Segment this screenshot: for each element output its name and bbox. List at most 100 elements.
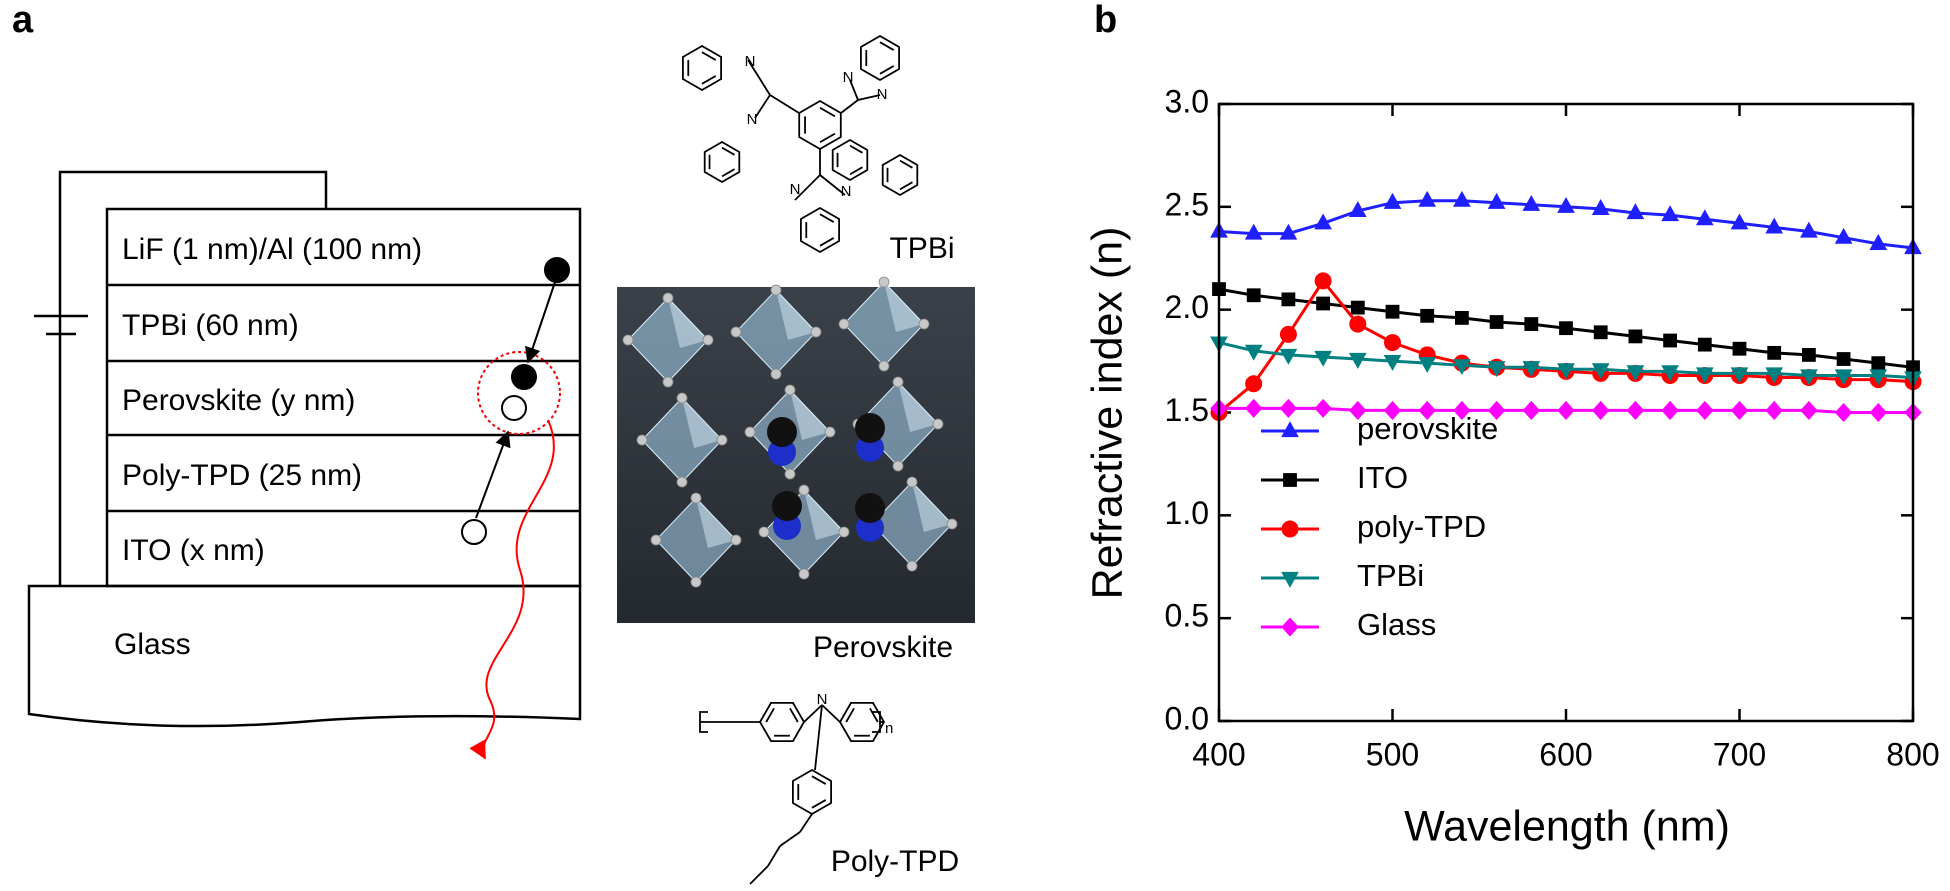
bond [840, 99, 859, 114]
data-point [1557, 363, 1575, 380]
bond [819, 174, 846, 196]
atom-label: N [843, 69, 854, 86]
legend-marker [1281, 421, 1299, 438]
data-point [1800, 369, 1818, 386]
halide-atom [824, 426, 836, 438]
data-point [1281, 292, 1296, 307]
hole [501, 395, 527, 421]
data-point [1767, 345, 1782, 360]
data-point [1453, 400, 1471, 420]
data-point [1244, 344, 1263, 361]
data-point [1418, 400, 1436, 420]
data-point [1663, 333, 1677, 348]
x-tick-label: 800 [1886, 736, 1939, 772]
double-bond [819, 132, 836, 144]
halide-atom [770, 368, 782, 380]
data-point [1279, 398, 1298, 418]
data-point [1869, 369, 1888, 386]
halide-atom [744, 426, 756, 438]
double-bond [721, 146, 735, 156]
y-axis-label: Refractive index (n) [1083, 227, 1131, 600]
bond [849, 79, 859, 101]
octahedron-face [912, 482, 952, 532]
data-point [1765, 367, 1784, 384]
data-point [1559, 321, 1573, 336]
data-point [1348, 201, 1367, 218]
data-point [1695, 367, 1714, 384]
halide-atom [702, 334, 714, 346]
molecule-drawings: N N N N N N N [682, 34, 919, 885]
data-point [1349, 400, 1367, 420]
legend-label: Glass [1357, 607, 1436, 642]
data-point [1522, 194, 1541, 211]
data-point [1420, 308, 1435, 323]
double-bond [811, 775, 827, 785]
legend-label: ITO [1357, 460, 1408, 495]
layer-label: Poly-TPD (25 nm) [122, 459, 362, 492]
data-point [1279, 348, 1298, 365]
data-point [1592, 400, 1610, 420]
data-point [1246, 288, 1261, 303]
layer-label: TPBi (60 nm) [122, 309, 299, 342]
y-tick-label: 2.5 [1165, 186, 1209, 222]
circuit-wire [58, 170, 328, 587]
data-point [1349, 315, 1367, 333]
double-bond [765, 707, 775, 723]
y-tick-label: 0.5 [1165, 598, 1209, 634]
double-bond [879, 65, 895, 75]
data-point [1522, 361, 1541, 378]
halide-atom [784, 384, 796, 396]
data-point [1626, 203, 1645, 220]
halide-atom [730, 534, 742, 546]
carbon-atom [855, 413, 885, 443]
electron [511, 364, 537, 390]
repeat-subscript: n [885, 720, 893, 737]
data-point [1834, 402, 1853, 423]
atom-label: N [877, 86, 888, 103]
atom-label: N [745, 53, 756, 70]
data-point [1765, 400, 1783, 420]
hole [461, 519, 487, 545]
octahedron-face [776, 290, 816, 340]
data-point [1245, 398, 1263, 418]
halide-atom [716, 434, 728, 446]
bond [754, 94, 771, 119]
halide-atom [690, 576, 702, 588]
octahedron-face [884, 282, 924, 332]
bond [814, 704, 823, 771]
octahedron-face [898, 382, 938, 432]
legend-marker [1281, 571, 1299, 588]
bond [769, 94, 800, 114]
electron-path [525, 281, 556, 364]
halide-atom [730, 326, 742, 338]
data-point [1834, 227, 1853, 244]
glass-substrate [27, 584, 582, 728]
halide-atom [892, 376, 904, 388]
data-point [1695, 209, 1714, 226]
device-stack [27, 170, 582, 728]
halide-atom [662, 376, 674, 388]
halide-atom [650, 534, 662, 546]
ring [831, 138, 869, 182]
bond [799, 813, 813, 833]
molecule-label: TPBi [889, 232, 954, 265]
octahedron-face [668, 298, 708, 348]
layer-label: LiF (1 nm)/Al (100 nm) [122, 233, 422, 266]
bond [803, 704, 823, 723]
carbon-atom [855, 493, 885, 523]
legend-marker [1283, 473, 1297, 487]
double-bond [879, 41, 895, 51]
halide-atom [636, 434, 648, 446]
bracket [872, 711, 881, 733]
charge-carriers [461, 257, 570, 760]
data-point [1350, 300, 1365, 315]
halide-atom [676, 476, 688, 488]
data-point [1524, 317, 1539, 331]
double-bond [845, 707, 855, 723]
recombination-zone [477, 351, 561, 435]
halide-atom [758, 526, 770, 538]
halide-atom [838, 526, 850, 538]
data-point [1244, 223, 1263, 240]
crystal-structure [622, 276, 958, 588]
